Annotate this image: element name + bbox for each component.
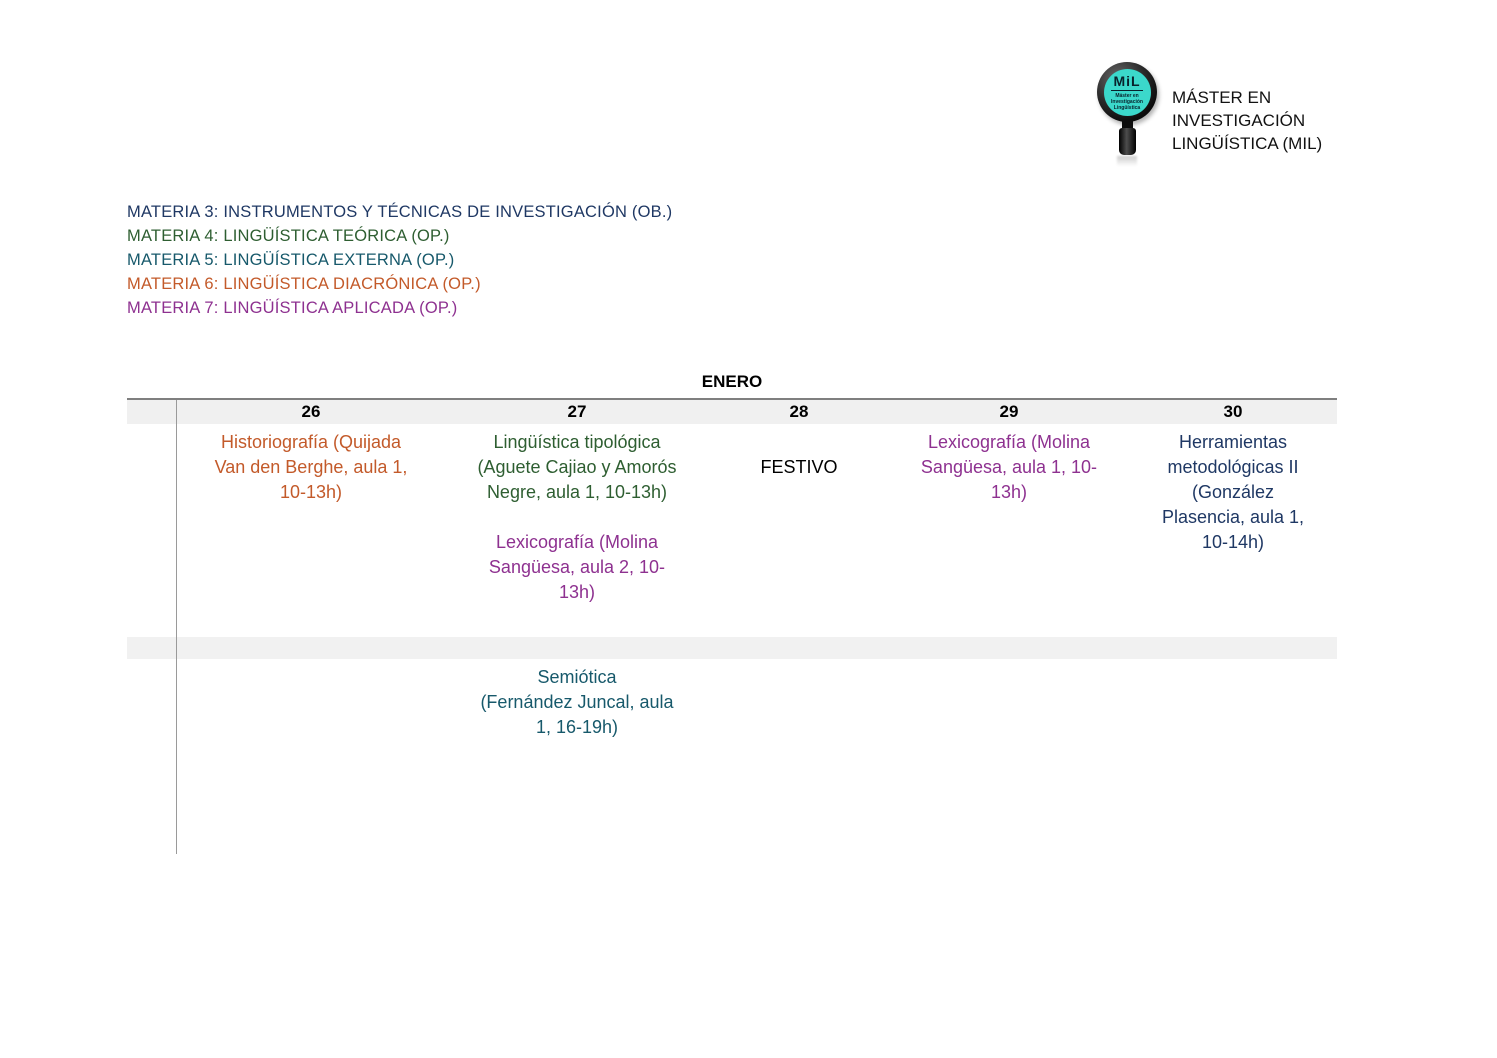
magnifier-lens-icon: MiL Máster en Investigación Lingüística [1097,62,1157,122]
brand-title: MÁSTER EN INVESTIGACIÓN LINGÜÍSTICA (MIL… [1172,86,1322,155]
logo-divider [1111,89,1143,91]
class-entry-lexicografia-aula2: Lexicografía (Molina Sangüesa, aula 2, 1… [488,532,666,602]
logo-badge-subtext: Máster en Investigación Lingüística [1111,92,1143,111]
class-entry-herramientas: Herramientas metodológicas II (González … [1161,432,1305,552]
logo-badge: MiL Máster en Investigación Lingüística [1103,68,1151,116]
cell-day29-afternoon [889,659,1129,854]
row-label-gutter [127,424,177,637]
logo-reflection [1117,156,1137,168]
cell-day26-morning: Historiografía (Quijada Van den Berghe, … [177,424,445,637]
row-separator-band [127,637,1337,659]
afternoon-row: Semiótica (Fernández Juncal, aula 1, 16-… [127,659,1337,854]
logo-badge-text: MiL [1113,72,1141,89]
class-entry-lexicografia-aula1: Lexicografía (Molina Sangüesa, aula 1, 1… [920,432,1098,502]
legend-item-materia-7: MATERIA 7: LINGÜÍSTICA APLICADA (OP.) [127,299,458,317]
row-label-gutter [127,637,177,659]
magnifier-handle [1118,128,1136,155]
row-label-gutter [127,659,177,854]
day-header-27: 27 [567,402,587,421]
legend-item-materia-5: MATERIA 5: LINGÜÍSTICA EXTERNA (OP.) [127,251,455,269]
day-header-row: 26 27 28 29 30 [127,398,1337,424]
cell-day30-afternoon [1129,659,1337,854]
class-entry-linguistica-tipologica: Lingüística tipológica (Aguete Cajiao y … [477,432,677,502]
brand-title-line: INVESTIGACIÓN [1172,111,1306,130]
holiday-label: FESTIVO [760,457,838,477]
month-title: ENERO [701,372,763,391]
day-header-29: 29 [999,402,1019,421]
legend-item-materia-3: MATERIA 3: INSTRUMENTOS Y TÉCNICAS DE IN… [127,203,673,221]
materia-legend: MATERIA 3: INSTRUMENTOS Y TÉCNICAS DE IN… [127,200,672,320]
morning-row: Historiografía (Quijada Van den Berghe, … [127,424,1337,637]
row-label-gutter [127,400,177,424]
cell-day30-morning: Herramientas metodológicas II (González … [1129,424,1337,637]
day-header-26: 26 [301,402,321,421]
cell-day27-morning: Lingüística tipológica (Aguete Cajiao y … [445,424,709,637]
class-entry-historiografia: Historiografía (Quijada Van den Berghe, … [214,432,408,502]
brand-title-line: MÁSTER EN [1172,88,1272,107]
legend-item-materia-6: MATERIA 6: LINGÜÍSTICA DIACRÓNICA (OP.) [127,275,481,293]
cell-day28-afternoon [709,659,889,854]
cell-day26-afternoon [177,659,445,854]
cell-day27-afternoon: Semiótica (Fernández Juncal, aula 1, 16-… [445,659,709,854]
magnifier-neck [1121,121,1133,128]
cell-day29-morning: Lexicografía (Molina Sangüesa, aula 1, 1… [889,424,1129,637]
day-header-30: 30 [1223,402,1243,421]
brand-title-line: LINGÜÍSTICA (MIL) [1172,134,1323,153]
mil-logo: MiL Máster en Investigación Lingüística [1094,62,1160,168]
cell-day28-morning: FESTIVO [709,424,889,637]
day-header-28: 28 [789,402,809,421]
legend-item-materia-4: MATERIA 4: LINGÜÍSTICA TEÓRICA (OP.) [127,227,450,245]
class-entry-semiotica: Semiótica (Fernández Juncal, aula 1, 16-… [480,667,674,737]
schedule-table: 26 27 28 29 30 Historiografía (Quijada V… [127,398,1337,854]
